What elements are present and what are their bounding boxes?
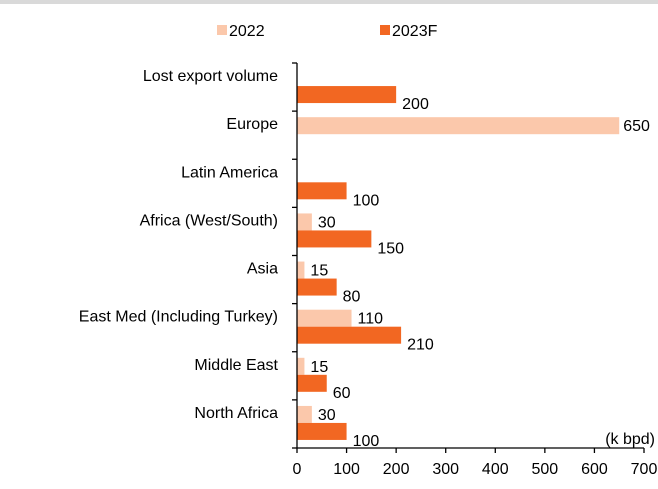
data-label-2022: 30 xyxy=(318,214,336,231)
bar-2023f xyxy=(297,374,327,392)
legend: 2022 2023F xyxy=(217,23,438,40)
category-labels: Lost export volume Europe Latin America Afr… xyxy=(79,68,279,422)
category-label: Africa (West/South) xyxy=(140,212,278,229)
x-tick-label: 200 xyxy=(383,461,410,478)
data-label-2023f: 60 xyxy=(333,385,351,402)
data-label-2023f: 80 xyxy=(343,289,361,306)
x-tick-label: 700 xyxy=(631,461,658,478)
category-label: East Med (Including Turkey) xyxy=(79,309,278,326)
unit-label: (k bpd) xyxy=(605,431,655,448)
bar-2023f xyxy=(297,278,337,296)
data-label-2022: 30 xyxy=(318,407,336,424)
bar-2022 xyxy=(297,117,620,135)
data-label-2022: 15 xyxy=(310,263,328,280)
x-tick-label: 100 xyxy=(333,461,360,478)
x-tick-label: 300 xyxy=(432,461,459,478)
value-labels: 200 650 100 30 150 15 80 110 210 15 60 30 100 xyxy=(310,96,650,450)
data-label-2023f: 150 xyxy=(377,240,404,257)
data-label-2022: 650 xyxy=(623,118,650,135)
x-tick-label: 0 xyxy=(293,461,302,478)
bars xyxy=(297,86,620,440)
category-label: Europe xyxy=(226,116,278,133)
axes: 0 100 200 300 400 500 600 700 xyxy=(292,62,658,478)
x-tick-label: 500 xyxy=(532,461,559,478)
bar-2023f xyxy=(297,182,347,200)
data-label-2023f: 100 xyxy=(353,433,380,450)
data-label-2023f: 210 xyxy=(407,337,434,354)
data-label-2022: 15 xyxy=(310,359,328,376)
bar-2022 xyxy=(297,309,352,327)
top-rule xyxy=(0,0,658,4)
bar-2023f xyxy=(297,230,372,248)
data-label-2022: 110 xyxy=(358,311,384,328)
data-label-2023f: 200 xyxy=(402,96,429,113)
bar-2022 xyxy=(297,213,312,231)
legend-label-2023f: 2023F xyxy=(392,23,438,40)
bar-2023f xyxy=(297,422,347,440)
category-label: Middle East xyxy=(194,357,278,374)
category-label: North Africa xyxy=(194,405,278,422)
legend-swatch-2023f xyxy=(380,25,390,35)
bar-2023f xyxy=(297,326,402,344)
x-tick-label: 400 xyxy=(482,461,509,478)
legend-label-2022: 2022 xyxy=(229,23,265,40)
category-label: Lost export volume xyxy=(143,68,278,85)
category-label: Latin America xyxy=(181,164,278,181)
legend-swatch-2022 xyxy=(217,25,227,35)
bar-2023f xyxy=(297,86,397,104)
bar-2022 xyxy=(297,357,305,375)
category-label: Asia xyxy=(247,261,278,278)
x-tick-label: 600 xyxy=(581,461,608,478)
bar-2022 xyxy=(297,261,305,279)
data-label-2023f: 100 xyxy=(353,192,380,209)
bar-2022 xyxy=(297,405,312,423)
